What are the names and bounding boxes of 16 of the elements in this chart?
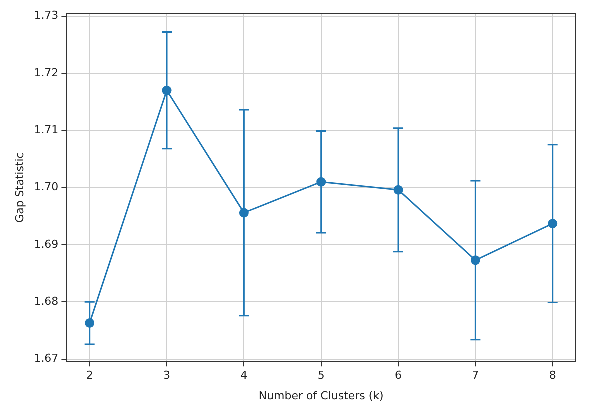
- x-tick-label: 2: [86, 369, 94, 382]
- y-tick-label: 1.69: [34, 238, 59, 251]
- y-axis-title: Gap Statistic: [13, 152, 26, 223]
- y-tick-label: 1.70: [34, 180, 59, 194]
- x-tick-label: 6: [395, 369, 402, 382]
- y-tick-label: 1.67: [34, 352, 59, 366]
- y-tick-label: 1.72: [34, 66, 59, 80]
- y-tick-label: 1.71: [34, 123, 59, 136]
- x-tick-label: 7: [472, 369, 480, 382]
- x-axis-title: Number of Clusters (k): [258, 389, 384, 402]
- x-tick-label: 4: [240, 369, 248, 382]
- x-tick-label: 8: [549, 369, 556, 382]
- y-tick-label: 1.73: [34, 9, 59, 22]
- x-tick-label: 5: [318, 369, 325, 382]
- x-tick-label: 3: [164, 369, 171, 382]
- y-tick-label: 1.68: [34, 295, 59, 308]
